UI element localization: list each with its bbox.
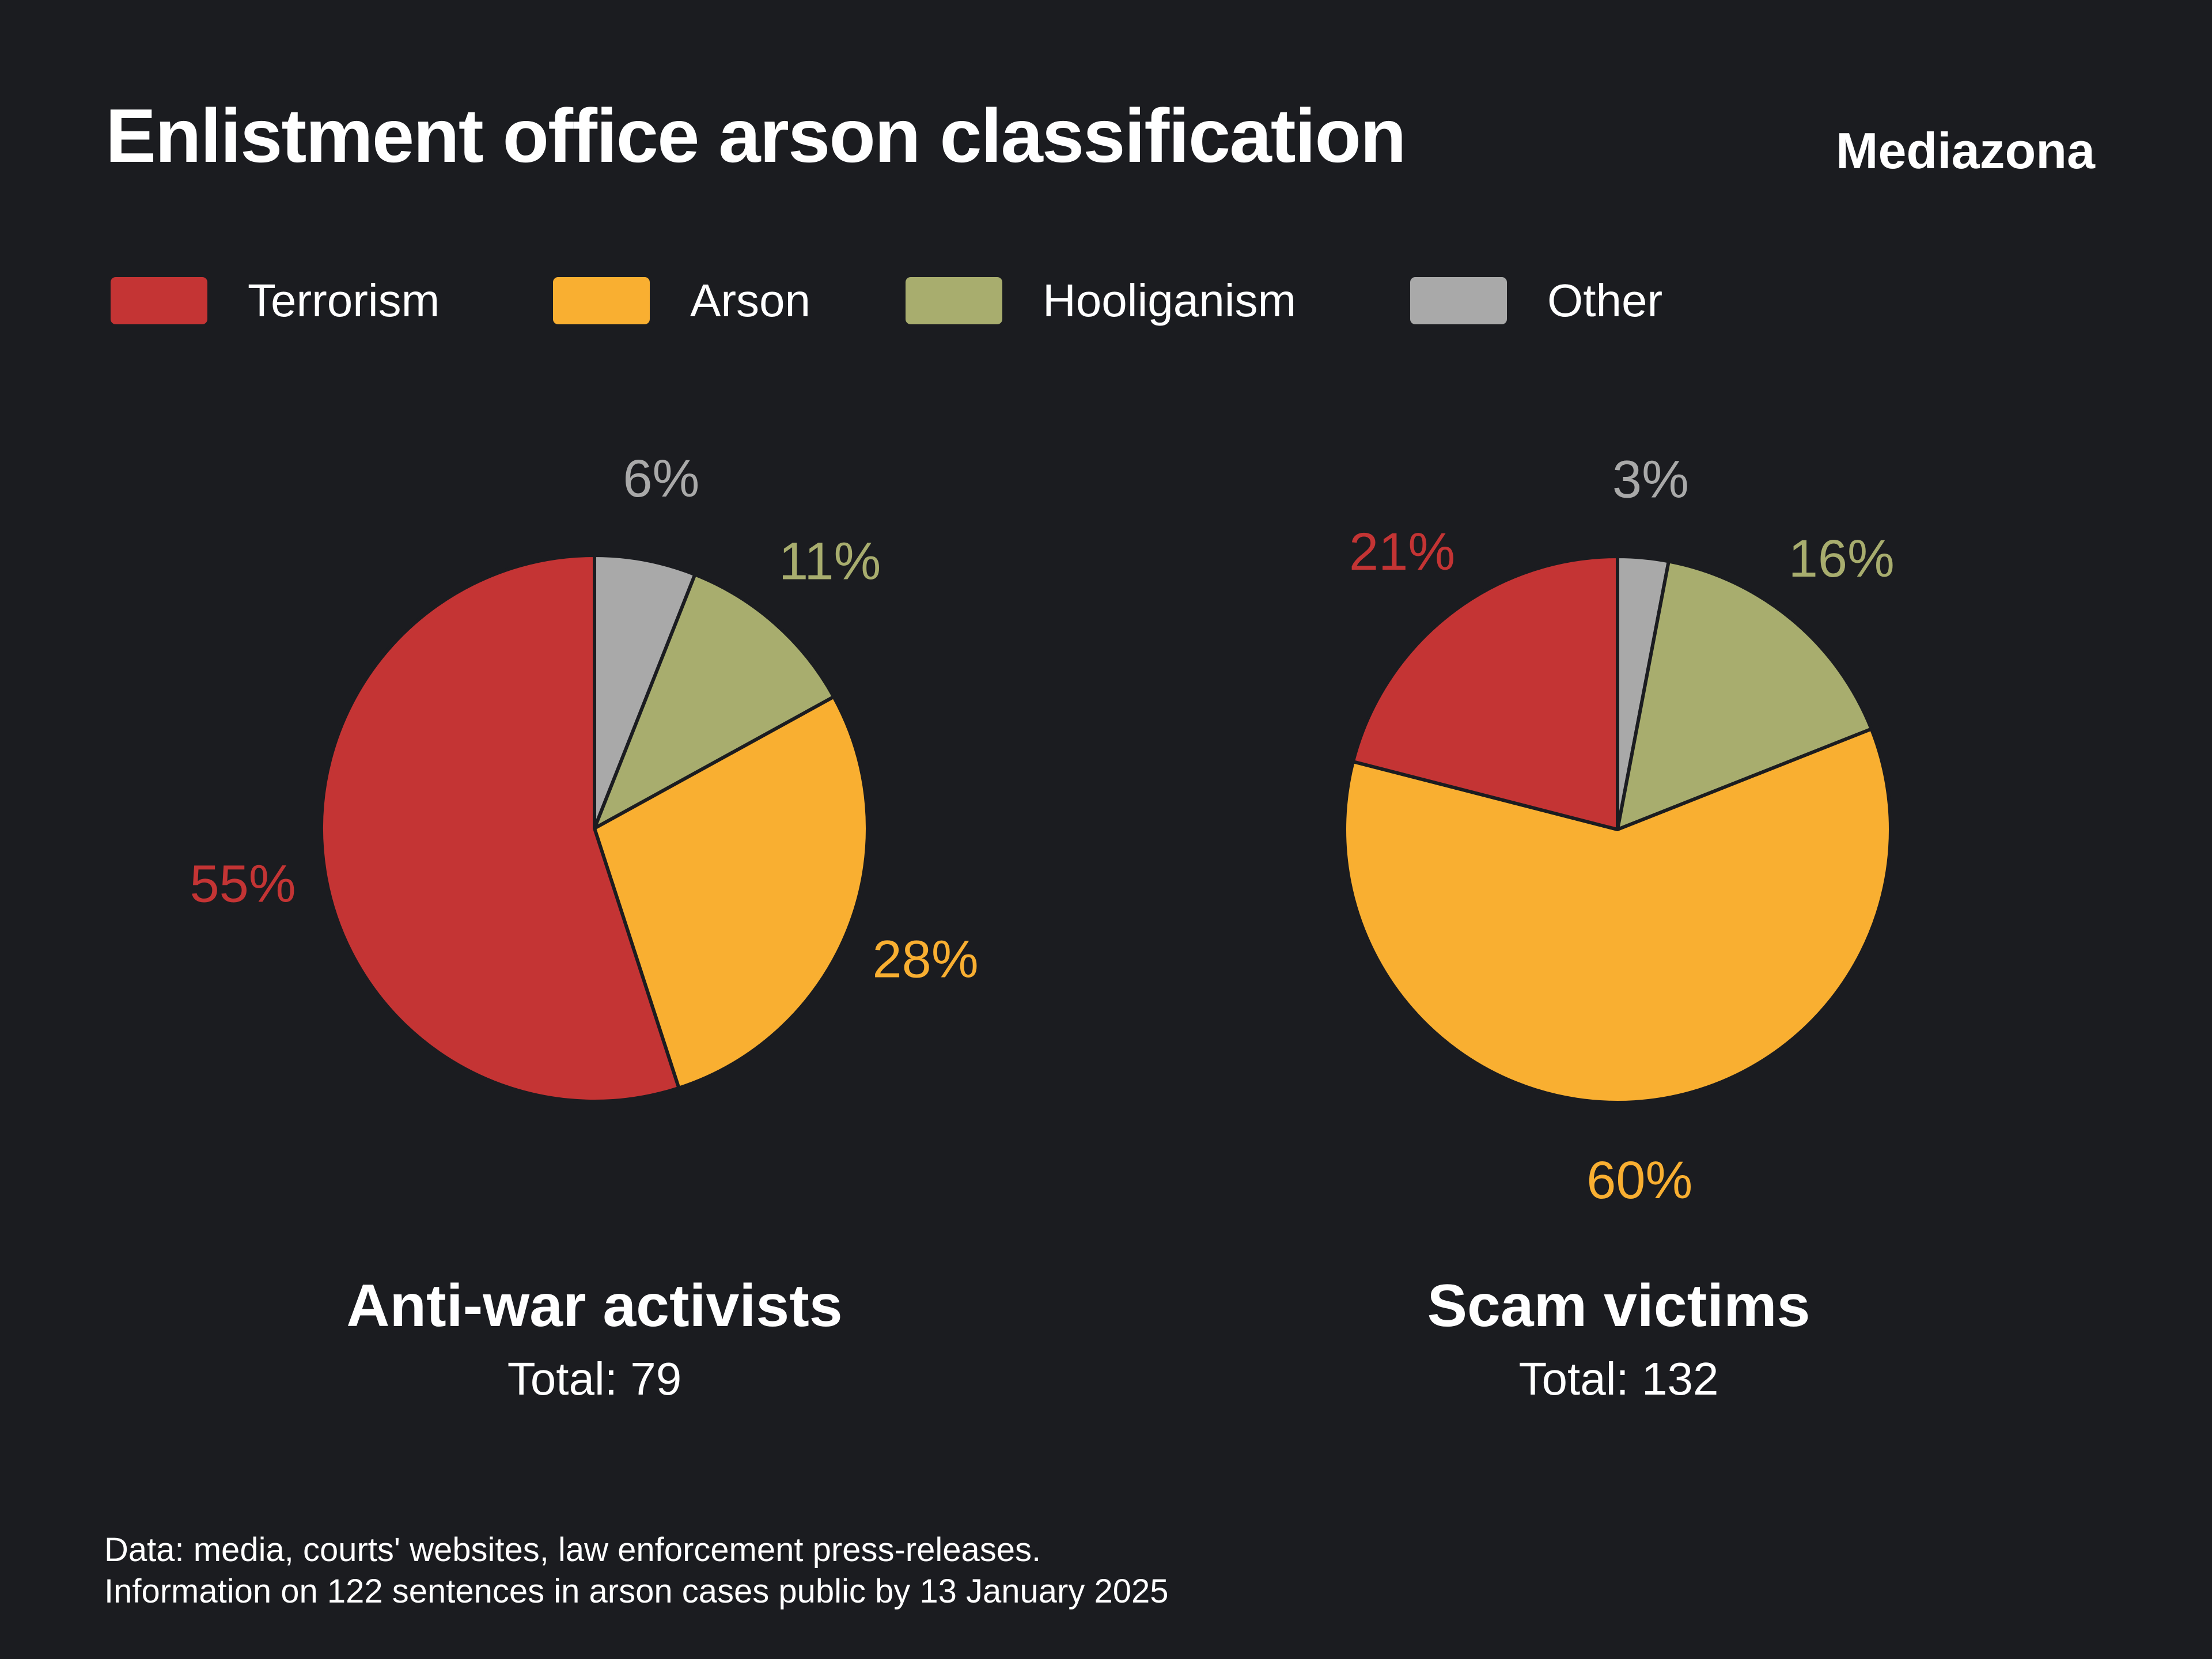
pie-label-hooliganism: 16% (1789, 529, 1895, 588)
pie-label-terrorism: 55% (190, 855, 296, 914)
pie-label-other: 3% (1612, 450, 1689, 509)
pie-title-scam-victims: Scam victims (1427, 1272, 1810, 1339)
pie-slice-terrorism (1351, 555, 1619, 831)
brand-logo: Mediazona (1836, 122, 2095, 179)
pie-label-hooliganism: 11% (779, 532, 881, 590)
legend-item-other: Other (1410, 275, 1662, 326)
legend-item-hooliganism: Hooliganism (906, 275, 1296, 326)
source-note: Data: media, courts' websites, law enfor… (104, 1529, 1169, 1612)
legend-label-hooliganism: Hooliganism (1043, 275, 1297, 326)
pie-slice-hooliganism (593, 573, 836, 830)
pie-slice-other (593, 554, 697, 830)
pie-total-anti-war-activists: Total: 79 (507, 1353, 682, 1404)
pie-label-terrorism: 21% (1349, 522, 1455, 581)
source-line-1: Data: media, courts' websites, law enfor… (104, 1531, 1041, 1569)
legend-item-terrorism: Terrorism (111, 275, 440, 326)
pie-slice-arson (593, 695, 869, 1090)
pie-scam-victims: 3% 16% 60% 21% (1343, 450, 1895, 1210)
legend-label-arson: Arson (690, 275, 810, 326)
source-line-2: Information on 122 sentences in arson ca… (104, 1573, 1169, 1610)
chart-title: Enlistment office arson classification (105, 93, 1407, 178)
pie-label-other: 6% (623, 449, 699, 508)
pie-slice-arson (1343, 727, 1892, 1104)
legend-swatch-other (1410, 277, 1507, 324)
legend-label-terrorism: Terrorism (248, 275, 440, 326)
pie-total-scam-victims: Total: 132 (1518, 1353, 1719, 1404)
pie-label-arson: 60% (1586, 1151, 1692, 1210)
legend-swatch-terrorism (111, 277, 207, 324)
legend-label-other: Other (1547, 275, 1663, 326)
pie-anti-war-activists: 6% 11% 28% 55% (190, 449, 979, 1103)
pie-label-arson: 28% (873, 930, 979, 989)
legend-swatch-arson (553, 277, 650, 324)
legend-swatch-hooliganism (906, 277, 1002, 324)
pie-slice-terrorism (320, 554, 681, 1103)
legend-item-arson: Arson (553, 275, 810, 326)
pie-slice-hooliganism (1616, 559, 1873, 831)
pie-title-anti-war-activists: Anti-war activists (346, 1272, 843, 1339)
